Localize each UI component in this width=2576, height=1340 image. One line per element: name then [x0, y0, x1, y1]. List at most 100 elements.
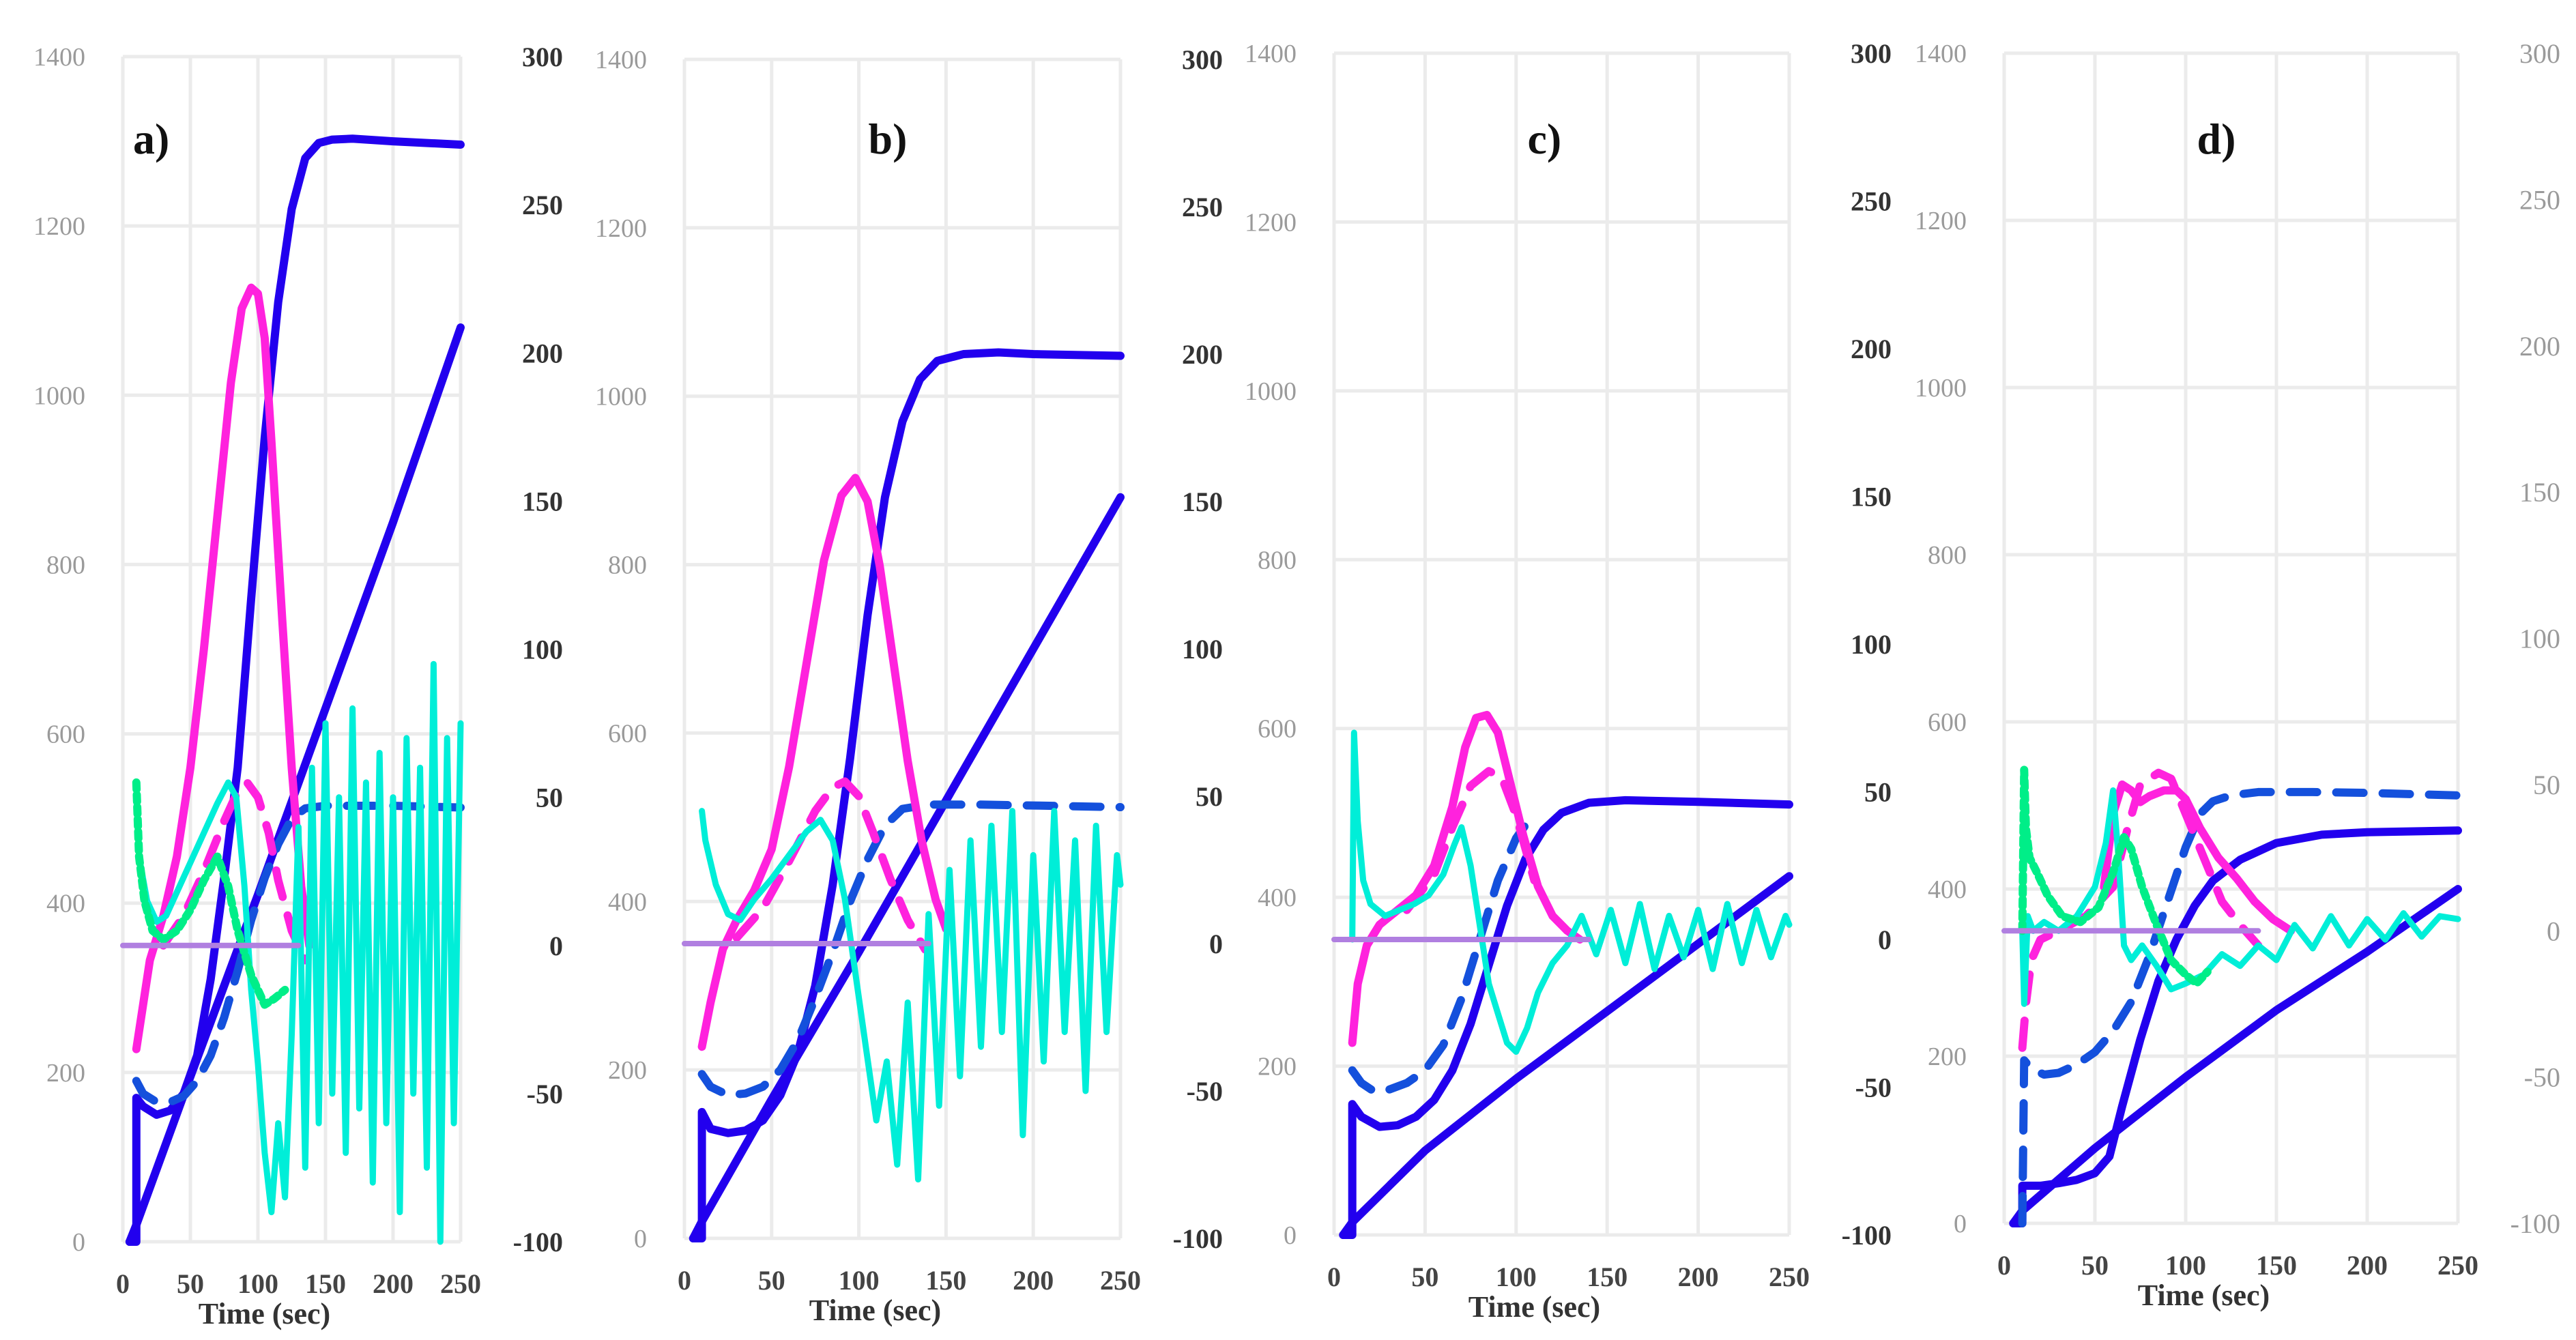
left-axis-tick: 600	[608, 719, 647, 748]
x-axis-tick: 0	[678, 1265, 691, 1296]
x-axis-tick: 250	[1769, 1262, 1810, 1292]
axis-ticks: 0200400600800100012001400-100-5005010015…	[1915, 38, 2560, 1281]
series-cyan-noisy	[2019, 787, 2461, 1007]
axis-ticks: 0200400600800100012001400-100-5005010015…	[33, 42, 563, 1299]
series-blue-S-curve	[689, 348, 1125, 1242]
series-dashed-blue	[1348, 809, 1539, 1096]
left-axis-tick: 600	[46, 720, 85, 749]
right-axis-tick: 200	[522, 338, 563, 368]
series-cyan-noisy	[699, 808, 1124, 1183]
series-blue-ramp	[1339, 872, 1793, 1239]
right-axis-tick: 150	[1182, 486, 1223, 517]
left-axis-tick: 400	[608, 888, 647, 916]
left-axis-tick: 1000	[1245, 377, 1297, 406]
right-axis-tick: 200	[1851, 334, 1892, 364]
grid	[2002, 51, 2460, 1225]
right-axis-tick: 100	[2519, 624, 2560, 654]
series-blue-ramp	[689, 493, 1125, 1242]
right-axis-tick: 50	[536, 783, 563, 813]
right-axis-tick: 0	[549, 931, 563, 961]
x-axis-tick: 150	[925, 1265, 966, 1296]
right-axis-tick: 0	[2547, 916, 2560, 946]
left-axis-tick: 0	[1284, 1221, 1297, 1250]
series-lines	[120, 134, 465, 1246]
right-axis-tick: 0	[1878, 924, 1892, 955]
x-axis-tick: 0	[1327, 1262, 1341, 1292]
right-axis-tick: 300	[522, 42, 563, 72]
left-axis-tick: 1200	[595, 214, 647, 243]
right-axis-tick: -50	[1855, 1073, 1892, 1103]
axis-ticks: 0200400600800100012001400-100-5005010015…	[1245, 38, 1892, 1292]
right-axis-tick: 100	[522, 635, 563, 665]
left-axis-tick: 1400	[1245, 40, 1297, 68]
panel-label: c)	[1528, 115, 1562, 163]
series-dashed-blue	[697, 800, 1125, 1100]
series-lines	[1331, 710, 1793, 1239]
right-axis-tick: -50	[527, 1079, 563, 1109]
left-axis-tick: 600	[1258, 715, 1297, 744]
series-magenta-solid	[1348, 710, 1584, 1047]
series-magenta-solid	[2100, 780, 2296, 935]
left-axis-tick: 800	[608, 551, 647, 580]
series-blue-S-curve	[125, 134, 465, 1246]
axis-ticks: 0200400600800100012001400-100-5005010015…	[595, 44, 1223, 1296]
right-axis-tick: 50	[2533, 770, 2560, 800]
left-axis-tick: 200	[1928, 1043, 1967, 1071]
panel-label: d)	[2197, 115, 2236, 163]
x-axis-tick: 100	[839, 1265, 880, 1296]
x-axis-tick: 250	[2437, 1250, 2478, 1281]
series-magenta-dashed	[1402, 767, 1539, 914]
left-axis-tick: 0	[72, 1228, 85, 1257]
series-blue-S-curve	[2009, 826, 2462, 1227]
left-axis-tick: 200	[608, 1056, 647, 1085]
series-magenta-solid	[697, 474, 951, 1051]
panel-a: 0200400600800100012001400-100-5005010015…	[33, 42, 563, 1330]
x-axis-tick: 0	[1997, 1250, 2011, 1281]
x-axis-label: Time (sec)	[199, 1297, 330, 1330]
x-axis-tick: 100	[237, 1268, 278, 1299]
x-axis-tick: 150	[305, 1268, 346, 1299]
right-axis-tick: 200	[1182, 339, 1223, 370]
series-green-dotted	[2018, 766, 2212, 988]
x-axis-tick: 150	[1587, 1262, 1627, 1292]
grid	[121, 55, 463, 1244]
left-axis-tick: 1400	[33, 43, 85, 72]
right-axis-tick: 300	[2519, 38, 2560, 69]
right-axis-tick: 250	[1851, 186, 1892, 217]
left-axis-tick: 1000	[595, 383, 647, 411]
series-magenta-dashed	[2018, 768, 2263, 1052]
left-axis-tick: 400	[1928, 875, 1967, 904]
x-axis-label: Time (sec)	[809, 1294, 941, 1327]
left-axis-tick: 0	[1954, 1210, 1967, 1238]
right-axis-tick: 250	[1182, 192, 1223, 222]
series-cyan-noisy	[1349, 729, 1793, 1055]
right-axis-tick: -50	[2524, 1062, 2560, 1093]
series-lines	[682, 348, 1125, 1242]
right-axis-tick: -100	[1842, 1220, 1892, 1251]
right-axis-tick: 100	[1851, 629, 1892, 660]
right-axis-tick: 150	[1851, 482, 1892, 512]
x-axis-tick: 250	[1100, 1265, 1141, 1296]
left-axis-tick: 1200	[33, 212, 85, 241]
x-axis-tick: 100	[2165, 1250, 2206, 1281]
left-axis-tick: 800	[1258, 546, 1297, 574]
right-axis-tick: 50	[1196, 781, 1223, 812]
right-axis-tick: 150	[2519, 477, 2560, 508]
x-axis-tick: 50	[1411, 1262, 1438, 1292]
series-blue-S-curve	[1339, 796, 1793, 1239]
panel-label: a)	[133, 115, 169, 163]
left-axis-tick: 1200	[1915, 207, 1967, 235]
x-axis-tick: 100	[1496, 1262, 1537, 1292]
right-axis-tick: 250	[2519, 184, 2560, 215]
right-axis-tick: 100	[1182, 634, 1223, 665]
left-axis-tick: 600	[1928, 708, 1967, 737]
x-axis-tick: 200	[373, 1268, 414, 1299]
left-axis-tick: 800	[1928, 541, 1967, 570]
series-magenta-solid	[132, 283, 314, 1053]
right-axis-tick: 200	[2519, 331, 2560, 362]
x-axis-label: Time (sec)	[1468, 1290, 1600, 1324]
panel-b: 0200400600800100012001400-100-5005010015…	[595, 44, 1223, 1327]
right-axis-tick: 250	[522, 190, 563, 220]
x-axis-tick: 150	[2256, 1250, 2297, 1281]
